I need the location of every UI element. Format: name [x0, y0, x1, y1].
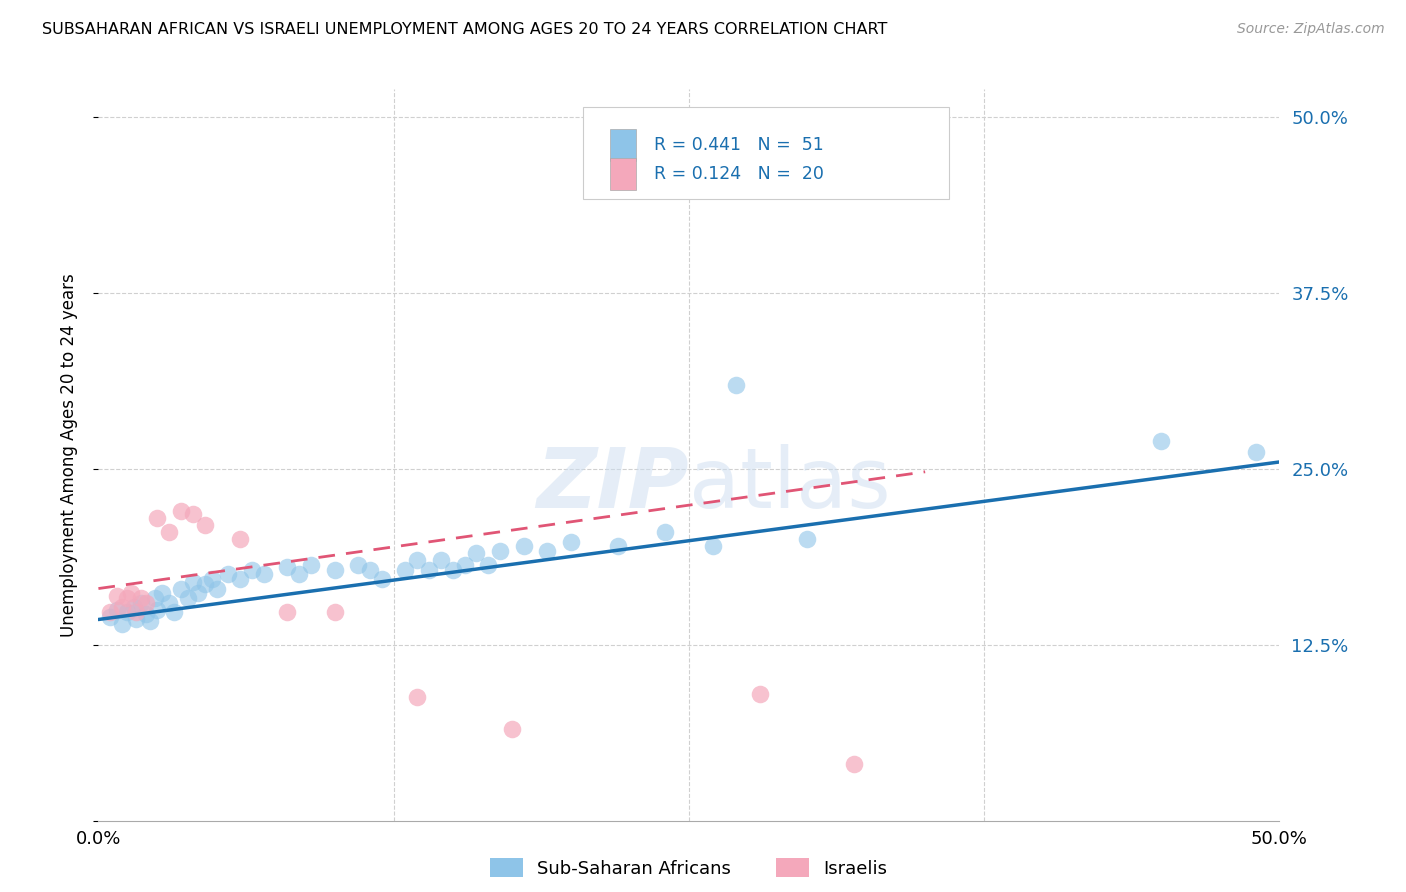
- Point: [115, 606, 138, 620]
- Point: [418, 563, 440, 577]
- Point: [115, 591, 138, 606]
- Point: [430, 553, 453, 567]
- Point: [135, 596, 157, 610]
- Bar: [610, 128, 636, 161]
- Point: [129, 596, 152, 610]
- Point: [217, 567, 239, 582]
- Point: [359, 563, 381, 577]
- Point: [157, 596, 180, 610]
- Point: [371, 572, 394, 586]
- Point: [276, 560, 298, 574]
- Point: [111, 616, 134, 631]
- Point: [143, 591, 166, 606]
- Point: [240, 563, 263, 577]
- Point: [205, 582, 228, 596]
- Point: [105, 589, 128, 603]
- Point: [181, 574, 204, 589]
- Point: [406, 690, 429, 704]
- Point: [163, 606, 186, 620]
- Point: [253, 567, 276, 582]
- Point: [122, 599, 145, 614]
- Point: [146, 511, 169, 525]
- Point: [135, 607, 157, 621]
- Bar: [610, 158, 636, 190]
- Point: [177, 591, 200, 606]
- Point: [288, 567, 311, 582]
- Text: R = 0.124   N =  20: R = 0.124 N = 20: [654, 165, 824, 183]
- Point: [187, 586, 209, 600]
- Point: [125, 613, 148, 627]
- Text: ZIP: ZIP: [536, 443, 689, 524]
- Point: [501, 723, 523, 737]
- Point: [157, 525, 180, 540]
- Point: [323, 563, 346, 577]
- Point: [748, 687, 770, 701]
- Point: [323, 606, 346, 620]
- Point: [299, 558, 322, 572]
- Point: [121, 586, 143, 600]
- Point: [1150, 434, 1173, 448]
- Point: [98, 606, 121, 620]
- Point: [465, 546, 488, 560]
- Point: [129, 591, 152, 606]
- Point: [844, 757, 866, 772]
- Point: [725, 377, 748, 392]
- Point: [477, 558, 499, 572]
- Point: [125, 606, 148, 620]
- Point: [702, 539, 724, 553]
- Point: [105, 602, 128, 616]
- Point: [453, 558, 475, 572]
- Point: [276, 606, 298, 620]
- Point: [489, 543, 512, 558]
- Point: [607, 539, 630, 553]
- Point: [194, 518, 217, 533]
- Point: [536, 543, 558, 558]
- Point: [111, 599, 134, 614]
- Point: [181, 507, 204, 521]
- Y-axis label: Unemployment Among Ages 20 to 24 years: Unemployment Among Ages 20 to 24 years: [59, 273, 77, 637]
- Point: [394, 563, 416, 577]
- Point: [146, 602, 169, 616]
- Point: [229, 533, 252, 547]
- Text: atlas: atlas: [689, 443, 890, 524]
- Text: SUBSAHARAN AFRICAN VS ISRAELI UNEMPLOYMENT AMONG AGES 20 TO 24 YEARS CORRELATION: SUBSAHARAN AFRICAN VS ISRAELI UNEMPLOYME…: [42, 22, 887, 37]
- Point: [194, 577, 217, 591]
- Point: [406, 553, 429, 567]
- Point: [512, 539, 534, 553]
- Point: [560, 535, 582, 549]
- Point: [98, 609, 121, 624]
- Point: [347, 558, 370, 572]
- Point: [796, 533, 818, 547]
- Point: [654, 525, 676, 540]
- Text: R = 0.441   N =  51: R = 0.441 N = 51: [654, 136, 824, 153]
- Point: [170, 504, 193, 518]
- Point: [170, 582, 193, 596]
- Point: [441, 563, 464, 577]
- Text: Source: ZipAtlas.com: Source: ZipAtlas.com: [1237, 22, 1385, 37]
- Point: [150, 586, 173, 600]
- Legend: Sub-Saharan Africans, Israelis: Sub-Saharan Africans, Israelis: [484, 851, 894, 885]
- Point: [1244, 445, 1267, 459]
- Point: [139, 614, 162, 628]
- Point: [201, 572, 224, 586]
- FancyBboxPatch shape: [582, 108, 949, 199]
- Point: [229, 572, 252, 586]
